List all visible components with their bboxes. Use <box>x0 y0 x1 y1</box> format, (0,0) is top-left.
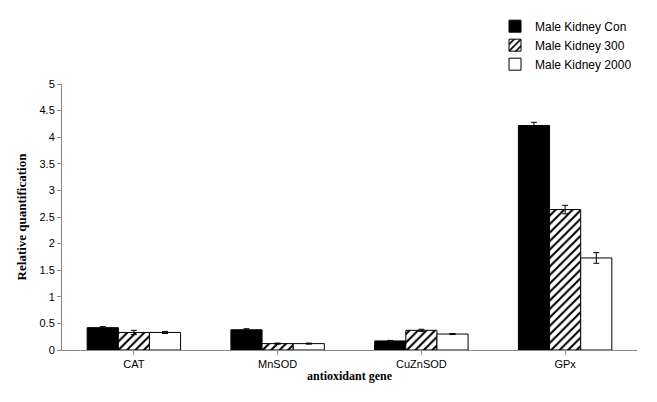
svg-text:0: 0 <box>49 344 55 356</box>
svg-text:4: 4 <box>49 131 55 143</box>
svg-text:Relative quantification: Relative quantification <box>14 153 29 281</box>
svg-text:4.5: 4.5 <box>40 104 55 116</box>
svg-text:antioxidant gene: antioxidant gene <box>307 369 393 383</box>
svg-text:3.5: 3.5 <box>40 158 55 170</box>
svg-text:0.5: 0.5 <box>40 317 55 329</box>
svg-text:5: 5 <box>49 78 55 90</box>
svg-text:MnSOD: MnSOD <box>258 358 297 370</box>
svg-text:Male Kidney 300: Male Kidney 300 <box>535 39 625 53</box>
svg-text:2: 2 <box>49 237 55 249</box>
svg-text:CAT: CAT <box>123 358 144 370</box>
svg-text:GPx: GPx <box>554 358 576 370</box>
svg-text:3: 3 <box>49 184 55 196</box>
svg-text:Male Kidney Con: Male Kidney Con <box>535 20 626 34</box>
svg-text:2.5: 2.5 <box>40 211 55 223</box>
svg-text:CuZnSOD: CuZnSOD <box>396 358 447 370</box>
svg-text:Male Kidney 2000: Male Kidney 2000 <box>535 58 631 72</box>
svg-text:1: 1 <box>49 291 55 303</box>
svg-text:1.5: 1.5 <box>40 264 55 276</box>
